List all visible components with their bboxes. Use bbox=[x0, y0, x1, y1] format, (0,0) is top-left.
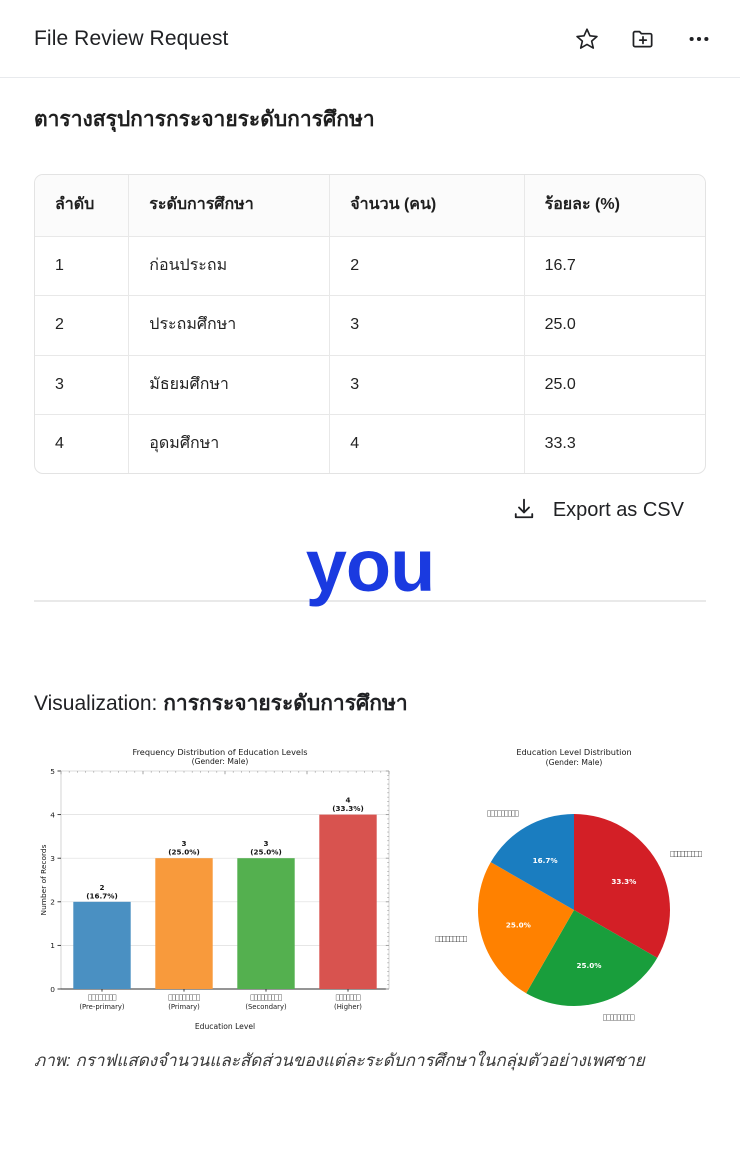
cell-count: 3 bbox=[329, 355, 525, 415]
cell-count: 2 bbox=[329, 236, 525, 297]
table-row: 2 ประถมศึกษา 3 25.0 bbox=[35, 295, 705, 356]
bar-chart-x-axis-label: Education Level bbox=[195, 1022, 255, 1031]
export-csv-button[interactable]: Export as CSV bbox=[511, 494, 684, 527]
pie-chart-percent-labels: 33.3% 25.0% 25.0% 16.7% bbox=[506, 855, 636, 969]
cell-level: ก่อนประถม bbox=[128, 236, 331, 297]
svg-text:4: 4 bbox=[50, 810, 55, 819]
svg-text:⎕⎕⎕⎕⎕⎕⎕⎕⎕: ⎕⎕⎕⎕⎕⎕⎕⎕⎕ bbox=[670, 850, 702, 858]
column-header-percent: ร้อยละ (%) bbox=[524, 175, 705, 237]
svg-text:3: 3 bbox=[50, 854, 55, 863]
cell-order: 2 bbox=[35, 295, 130, 356]
bar-chart-title: Frequency Distribution of Education Leve… bbox=[132, 747, 307, 757]
pie-chart-slices bbox=[477, 813, 671, 1006]
svg-text:1: 1 bbox=[50, 941, 55, 950]
svg-text:(33.3%): (33.3%) bbox=[332, 804, 364, 813]
cell-order: 3 bbox=[35, 355, 130, 415]
download-icon bbox=[511, 496, 537, 525]
bar-chart-subtitle: (Gender: Male) bbox=[192, 757, 249, 766]
svg-text:(Secondary): (Secondary) bbox=[245, 1003, 287, 1011]
svg-text:3: 3 bbox=[263, 839, 268, 848]
table-header-row: ลำดับ ระดับการศึกษา จำนวน (คน) ร้อยละ (%… bbox=[35, 175, 705, 237]
svg-text:⎕⎕⎕⎕⎕⎕⎕: ⎕⎕⎕⎕⎕⎕⎕ bbox=[336, 994, 361, 1002]
svg-text:25.0%: 25.0% bbox=[506, 920, 531, 929]
cell-level: มัธยมศึกษา bbox=[128, 355, 331, 415]
page-title: File Review Request bbox=[34, 26, 229, 50]
cell-level: ประถมศึกษา bbox=[128, 295, 331, 356]
star-icon[interactable] bbox=[572, 24, 602, 54]
table-row: 4 อุดมศึกษา 4 33.3 bbox=[35, 414, 705, 474]
appbar-actions bbox=[572, 24, 714, 54]
table-row: 3 มัธยมศึกษา 3 25.0 bbox=[35, 355, 705, 415]
cell-percent: 25.0 bbox=[524, 295, 705, 356]
cell-percent: 16.7 bbox=[524, 236, 705, 297]
summary-table: ลำดับ ระดับการศึกษา จำนวน (คน) ร้อยละ (%… bbox=[35, 175, 705, 474]
table-body: 1 ก่อนประถม 2 16.7 2 ประถมศึกษา 3 25.0 3… bbox=[35, 236, 705, 474]
export-csv-label: Export as CSV bbox=[552, 499, 684, 522]
section-title: ตารางสรุปการกระจายระดับการศึกษา bbox=[34, 108, 375, 131]
column-header-level: ระดับการศึกษา bbox=[128, 175, 331, 237]
column-header-count: จำนวน (คน) bbox=[329, 175, 525, 237]
pie-chart-svg: Education Level Distribution (Gender: Ma… bbox=[414, 738, 734, 1037]
cell-count: 4 bbox=[329, 414, 525, 474]
cell-order: 4 bbox=[35, 414, 130, 474]
cell-percent: 25.0 bbox=[524, 355, 705, 415]
figure-caption: ภาพ: กราฟแสดงจำนวนและสัดส่วนของแต่ละระดั… bbox=[34, 1050, 645, 1070]
bar-chart: Frequency Distribution of Education Leve… bbox=[34, 738, 406, 1037]
cell-order: 1 bbox=[35, 236, 130, 297]
svg-text:0: 0 bbox=[50, 984, 55, 993]
summary-table-container: ลำดับ ระดับการศึกษา จำนวน (คน) ร้อยละ (%… bbox=[34, 174, 706, 475]
column-header-order: ลำดับ bbox=[35, 175, 130, 237]
table-row: 1 ก่อนประถม 2 16.7 bbox=[35, 236, 705, 297]
bar-chart-value-labels: 2(16.7%)3(25.0%)3(25.0%)4(33.3%) bbox=[86, 795, 364, 900]
svg-text:(Pre-primary): (Pre-primary) bbox=[79, 1003, 125, 1011]
pie-chart-title: Education Level Distribution bbox=[516, 747, 631, 757]
svg-text:25.0%: 25.0% bbox=[577, 961, 602, 970]
svg-text:3: 3 bbox=[181, 839, 186, 848]
pie-chart-category-labels: ⎕⎕⎕⎕⎕⎕⎕⎕⎕ ⎕⎕⎕⎕⎕⎕⎕⎕⎕ ⎕⎕⎕⎕⎕⎕⎕⎕⎕ ⎕⎕⎕⎕⎕⎕⎕⎕⎕ bbox=[435, 810, 702, 1022]
pie-chart-subtitle: (Gender: Male) bbox=[546, 758, 603, 767]
svg-text:16.7%: 16.7% bbox=[533, 855, 558, 864]
bar-chart-svg: Frequency Distribution of Education Leve… bbox=[34, 738, 406, 1037]
svg-text:2: 2 bbox=[50, 897, 55, 906]
visualization-prefix: Visualization: bbox=[34, 692, 164, 716]
visualization-heading: Visualization: การกระจายระดับการศึกษา bbox=[34, 689, 706, 718]
section-divider bbox=[34, 600, 706, 603]
cell-count: 3 bbox=[329, 295, 525, 356]
cell-percent: 33.3 bbox=[544, 434, 576, 452]
svg-text:4: 4 bbox=[345, 795, 350, 804]
svg-text:⎕⎕⎕⎕⎕⎕⎕⎕⎕: ⎕⎕⎕⎕⎕⎕⎕⎕⎕ bbox=[435, 935, 467, 943]
svg-text:⎕⎕⎕⎕⎕⎕⎕⎕⎕: ⎕⎕⎕⎕⎕⎕⎕⎕⎕ bbox=[487, 810, 519, 818]
cell-level: อุดมศึกษา bbox=[128, 414, 331, 474]
svg-text:(25.0%): (25.0%) bbox=[168, 847, 200, 856]
svg-text:33.3%: 33.3% bbox=[611, 876, 636, 885]
svg-text:(Primary): (Primary) bbox=[168, 1003, 200, 1011]
svg-text:(25.0%): (25.0%) bbox=[250, 847, 282, 856]
add-to-folder-icon[interactable] bbox=[628, 24, 658, 54]
svg-text:⎕⎕⎕⎕⎕⎕⎕⎕: ⎕⎕⎕⎕⎕⎕⎕⎕ bbox=[88, 994, 116, 1002]
svg-text:⎕⎕⎕⎕⎕⎕⎕⎕⎕: ⎕⎕⎕⎕⎕⎕⎕⎕⎕ bbox=[603, 1014, 635, 1022]
svg-text:⎕⎕⎕⎕⎕⎕⎕⎕⎕: ⎕⎕⎕⎕⎕⎕⎕⎕⎕ bbox=[168, 994, 200, 1002]
app-bar: File Review Request bbox=[0, 0, 740, 78]
bar-chart-y-axis-label: Number of Records bbox=[39, 844, 48, 915]
overlay-word-block: you bbox=[34, 529, 706, 629]
bar-chart-y-axis: 0 1 2 3 4 5 bbox=[50, 766, 61, 993]
svg-text:5: 5 bbox=[50, 766, 55, 775]
svg-text:⎕⎕⎕⎕⎕⎕⎕⎕⎕: ⎕⎕⎕⎕⎕⎕⎕⎕⎕ bbox=[250, 994, 282, 1002]
figure-container: Frequency Distribution of Education Leve… bbox=[34, 738, 734, 1037]
svg-text:(Higher): (Higher) bbox=[334, 1003, 362, 1011]
visualization-title: การกระจายระดับการศึกษา bbox=[163, 692, 408, 716]
svg-text:(16.7%): (16.7%) bbox=[86, 891, 118, 900]
pie-chart: Education Level Distribution (Gender: Ma… bbox=[414, 738, 734, 1037]
bar-chart-x-axis: ⎕⎕⎕⎕⎕⎕⎕⎕(Pre-primary)⎕⎕⎕⎕⎕⎕⎕⎕⎕(Primary)⎕… bbox=[79, 988, 362, 1011]
svg-text:2: 2 bbox=[99, 882, 104, 891]
main-content: ตารางสรุปการกระจายระดับการศึกษา ลำดับ ระ… bbox=[0, 106, 740, 1075]
export-row: Export as CSV bbox=[34, 494, 706, 527]
overlay-word: you bbox=[305, 524, 436, 608]
bar-chart-bars bbox=[73, 814, 377, 989]
more-options-icon[interactable] bbox=[684, 24, 714, 54]
table-header: ลำดับ ระดับการศึกษา จำนวน (คน) ร้อยละ (%… bbox=[35, 175, 705, 237]
